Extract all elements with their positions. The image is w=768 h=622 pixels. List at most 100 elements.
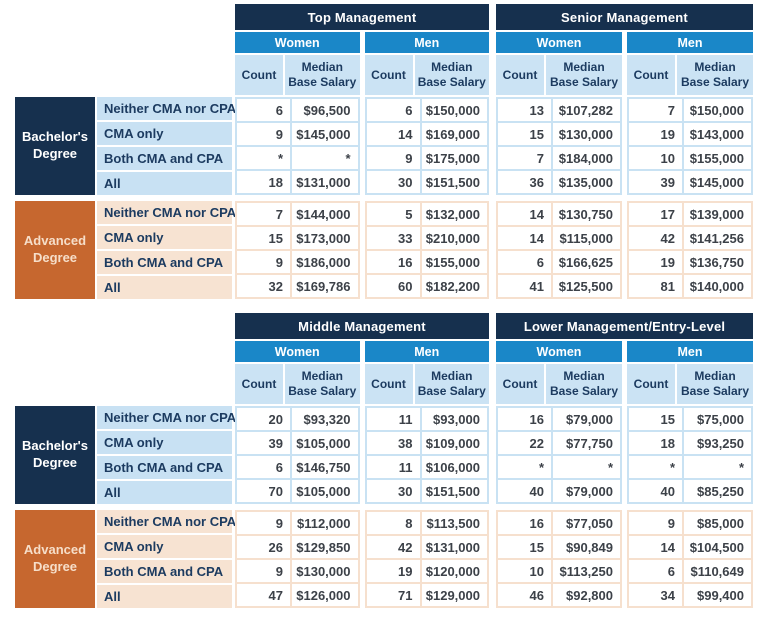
salary-cell: $132,000 <box>421 203 487 225</box>
count-cell: 42 <box>366 536 420 558</box>
count-header: Count <box>364 364 413 404</box>
median-base-salary-header: Median Base Salary <box>414 55 489 95</box>
block-header: Lower Management/Entry-Level Women Count Me… <box>496 313 753 404</box>
salary-cell: $85,250 <box>684 480 751 502</box>
salary-cell: $184,000 <box>553 147 620 169</box>
table-row: 26 $129,850 <box>237 536 358 558</box>
median-header-line2: Base Salary <box>680 75 750 89</box>
data-island-men: 5 $132,000 33 $210,000 16 $155,000 60 $182,200 <box>364 201 489 299</box>
table-row: * * <box>498 456 620 478</box>
count-cell: 30 <box>366 171 420 193</box>
median-header-line2: Base Salary <box>417 384 486 398</box>
table-row: 6 $166,625 <box>498 251 620 273</box>
table-row: 8 $113,500 <box>366 512 487 534</box>
management-level-header: Top Management <box>235 4 489 30</box>
table-row: 14 $115,000 <box>498 227 620 249</box>
salary-cell: $169,000 <box>421 123 487 145</box>
count-header: Count <box>235 364 283 404</box>
salary-cell: $130,000 <box>553 123 620 145</box>
table-row: 16 $79,000 <box>498 408 620 430</box>
salary-tables-figure: Top Management Women Count Median Base Salar… <box>15 4 753 622</box>
header-men: Men <box>364 32 489 53</box>
salary-cell: $125,500 <box>553 275 620 297</box>
count-header: Count <box>496 364 544 404</box>
salary-cell: * <box>553 456 620 478</box>
header-women: Women <box>496 32 622 53</box>
count-cell: 33 <box>366 227 420 249</box>
salary-cell: * <box>292 147 358 169</box>
table-row: 15 $75,000 <box>629 408 751 430</box>
subheader-row: Count Median Base Salary <box>235 55 360 95</box>
table-row: 15 $90,849 <box>498 536 620 558</box>
degree-label-line2: Degree <box>32 455 78 470</box>
row-label: CMA only <box>97 429 232 454</box>
table-row: 10 $155,000 <box>629 147 751 169</box>
count-cell: 9 <box>237 560 290 582</box>
salary-cell: $105,000 <box>292 432 358 454</box>
table-row: 34 $99,400 <box>629 584 751 606</box>
table-row: 9 $112,000 <box>237 512 358 534</box>
count-cell: 16 <box>498 512 551 534</box>
gender-column-men: Men Count Median Base Salary <box>627 32 753 95</box>
gender-column-men: Men Count Median Base Salary <box>364 341 489 404</box>
salary-cell: $92,800 <box>553 584 620 606</box>
header-women: Women <box>235 341 360 362</box>
row-label: Both CMA and CPA <box>97 558 232 583</box>
salary-cell: $129,850 <box>292 536 358 558</box>
median-header-line1: Median <box>694 369 736 383</box>
header-spacer <box>15 4 235 95</box>
data-island-women: 9 $112,000 26 $129,850 9 $130,000 47 $126,000 <box>235 510 360 608</box>
table-row: 22 $77,750 <box>498 432 620 454</box>
median-base-salary-header: Median Base Salary <box>677 55 753 95</box>
row-label: Both CMA and CPA <box>97 454 232 479</box>
count-cell: 19 <box>629 251 682 273</box>
count-cell: 8 <box>366 512 420 534</box>
salary-cell: $112,000 <box>292 512 358 534</box>
count-cell: 34 <box>629 584 682 606</box>
count-header: Count <box>364 55 413 95</box>
row-label: Both CMA and CPA <box>97 249 232 274</box>
salary-cell: $150,000 <box>684 99 751 121</box>
table-row: 42 $131,000 <box>366 536 487 558</box>
degree-label-line1: Bachelor's <box>22 438 88 454</box>
salary-cell: $115,000 <box>553 227 620 249</box>
table-row: 70 $105,000 <box>237 480 358 502</box>
table-row: 14 $130,750 <box>498 203 620 225</box>
salary-cell: $90,849 <box>553 536 620 558</box>
block-header: Senior Management Women Count Median Base Sa… <box>496 4 753 95</box>
salary-cell: $79,000 <box>553 480 620 502</box>
data-island-women: 14 $130,750 14 $115,000 6 $166,625 41 $125,500 <box>496 201 622 299</box>
data-island-women: 16 $77,050 15 $90,849 10 $113,250 46 $92,800 <box>496 510 622 608</box>
salary-cell: $130,750 <box>553 203 620 225</box>
table-row: 42 $141,256 <box>629 227 751 249</box>
table-row: 15 $130,000 <box>498 123 620 145</box>
count-cell: 46 <box>498 584 551 606</box>
gender-column-women: Women Count Median Base Salary <box>496 32 622 95</box>
salary-cell: $143,000 <box>684 123 751 145</box>
row-label: Neither CMA nor CPA <box>104 205 237 220</box>
degree-label-line1: Advanced <box>23 233 87 249</box>
table-row: 32 $169,786 <box>237 275 358 297</box>
degree-label-bachelors: Bachelor's Degree <box>15 406 95 504</box>
count-cell: 18 <box>629 432 682 454</box>
data-island-men: 8 $113,500 42 $131,000 19 $120,000 71 $129,000 <box>364 510 489 608</box>
row-label: Neither CMA nor CPA <box>104 514 237 529</box>
table-row: 9 $186,000 <box>237 251 358 273</box>
table-section-top: Top Management Women Count Median Base Salar… <box>15 4 753 299</box>
table-row: 20 $93,320 <box>237 408 358 430</box>
table-row: 9 $130,000 <box>237 560 358 582</box>
salary-cell: $150,000 <box>421 99 487 121</box>
row-label: All <box>97 170 232 195</box>
degree-label-advanced: Advanced Degree <box>15 201 95 299</box>
count-cell: 10 <box>498 560 551 582</box>
count-cell: 5 <box>366 203 420 225</box>
salary-cell: $96,500 <box>292 99 358 121</box>
median-header-line1: Median <box>563 60 605 74</box>
median-base-salary-header: Median Base Salary <box>414 364 489 404</box>
table-row: 16 $77,050 <box>498 512 620 534</box>
count-cell: 17 <box>629 203 682 225</box>
salary-cell: $131,000 <box>421 536 487 558</box>
row-label: CMA only <box>97 224 232 249</box>
data-island-women: 20 $93,320 39 $105,000 6 $146,750 70 $105,000 <box>235 406 360 504</box>
count-cell: 11 <box>366 408 420 430</box>
